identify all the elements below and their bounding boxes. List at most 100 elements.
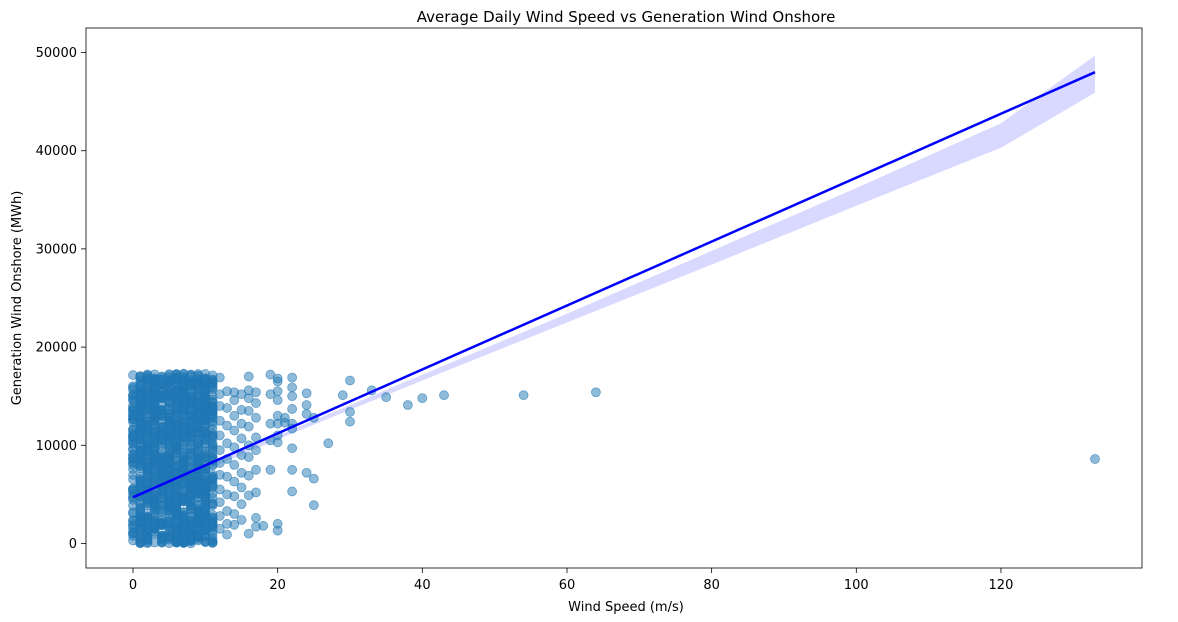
data-point <box>229 509 240 519</box>
cluster-point <box>200 477 211 488</box>
cluster-point <box>178 424 189 435</box>
cluster-point <box>171 438 182 449</box>
data-point <box>301 400 312 410</box>
cluster-point <box>171 429 182 440</box>
cluster-point <box>149 374 160 385</box>
cluster-point <box>171 386 182 397</box>
cluster-point <box>207 446 218 457</box>
data-point <box>272 386 283 397</box>
cluster-point <box>178 530 189 541</box>
data-point <box>251 445 261 456</box>
data-point <box>287 391 298 402</box>
data-point <box>345 416 355 427</box>
data-point <box>229 519 240 530</box>
data-point <box>251 487 261 498</box>
cluster-point <box>135 381 146 392</box>
cluster-point <box>193 491 204 502</box>
cluster-point <box>135 391 146 402</box>
data-point <box>243 470 254 481</box>
cluster-point <box>135 474 146 484</box>
data-point <box>251 513 261 523</box>
cluster-point <box>207 402 218 412</box>
cluster-point <box>128 400 138 411</box>
data-point <box>229 460 240 470</box>
x-axis-label: Wind Speed (m/s) <box>568 600 684 615</box>
data-point <box>301 467 312 478</box>
data-point <box>251 387 261 398</box>
y-tick-label: 40000 <box>36 144 77 159</box>
cluster-point <box>128 431 138 442</box>
data-point <box>229 395 240 406</box>
cluster-point <box>193 397 204 408</box>
cluster-point <box>207 513 218 524</box>
data-point <box>236 499 247 510</box>
data-point <box>222 529 232 540</box>
data-point <box>591 387 601 398</box>
cluster-point <box>157 473 167 483</box>
data-point <box>243 421 254 432</box>
regression-line <box>132 71 1096 499</box>
y-tick-label: 10000 <box>36 439 77 454</box>
x-tick-label: 100 <box>844 578 869 593</box>
cluster-point <box>135 461 146 472</box>
cluster-point <box>128 410 138 421</box>
data-point <box>402 400 413 410</box>
cluster-point <box>135 516 146 527</box>
y-tick-label: 30000 <box>36 242 77 257</box>
cluster-point <box>149 491 160 502</box>
data-point <box>229 425 240 436</box>
cluster-point <box>185 380 196 391</box>
data-point <box>287 382 298 393</box>
cluster-point <box>164 518 175 529</box>
cluster-point <box>135 536 146 547</box>
data-point <box>243 393 254 404</box>
data-point <box>287 372 298 383</box>
data-point <box>272 437 283 448</box>
cluster-point <box>135 503 146 514</box>
data-point <box>308 473 319 484</box>
cluster-point <box>200 392 211 402</box>
data-point <box>272 525 283 536</box>
data-point <box>243 371 254 382</box>
data-point <box>417 393 428 404</box>
data-point <box>337 390 348 401</box>
cluster-point <box>200 506 211 517</box>
data-point <box>287 443 298 454</box>
cluster-point <box>178 476 189 487</box>
data-point <box>323 438 334 449</box>
y-axis-label: Generation Wind Onshore (MWh) <box>10 191 25 406</box>
cluster-point <box>178 373 189 384</box>
data-point <box>243 452 254 462</box>
cluster-point <box>149 410 160 421</box>
cluster-point <box>207 410 218 421</box>
cluster-point <box>142 430 153 441</box>
data-point <box>272 395 283 406</box>
cluster-point <box>193 516 204 527</box>
cluster-point <box>149 504 160 514</box>
data-point <box>518 390 529 401</box>
chart-title: Average Daily Wind Speed vs Generation W… <box>417 8 836 26</box>
cluster-point <box>142 440 153 451</box>
data-point <box>308 500 319 511</box>
data-point <box>229 476 240 487</box>
x-tick-label: 40 <box>414 578 431 593</box>
cluster-point <box>207 378 218 389</box>
y-tick-label: 20000 <box>36 341 77 356</box>
data-point <box>439 390 449 401</box>
data-point <box>251 398 261 408</box>
cluster-point <box>142 396 153 407</box>
data-point <box>222 471 232 482</box>
regression-line-path <box>132 71 1096 499</box>
x-tick-label: 60 <box>559 578 576 593</box>
cluster-point <box>157 438 167 448</box>
plot-frame <box>85 27 1143 569</box>
cluster-point <box>207 535 218 546</box>
cluster-point <box>171 509 182 520</box>
cluster-point <box>171 495 182 506</box>
cluster-point <box>128 454 138 465</box>
y-axis: 0 10000 20000 30000 40000 50000 <box>36 46 86 552</box>
cluster-point <box>149 389 160 400</box>
data-point <box>265 464 276 475</box>
data-point <box>287 404 298 414</box>
data-point <box>272 376 283 387</box>
